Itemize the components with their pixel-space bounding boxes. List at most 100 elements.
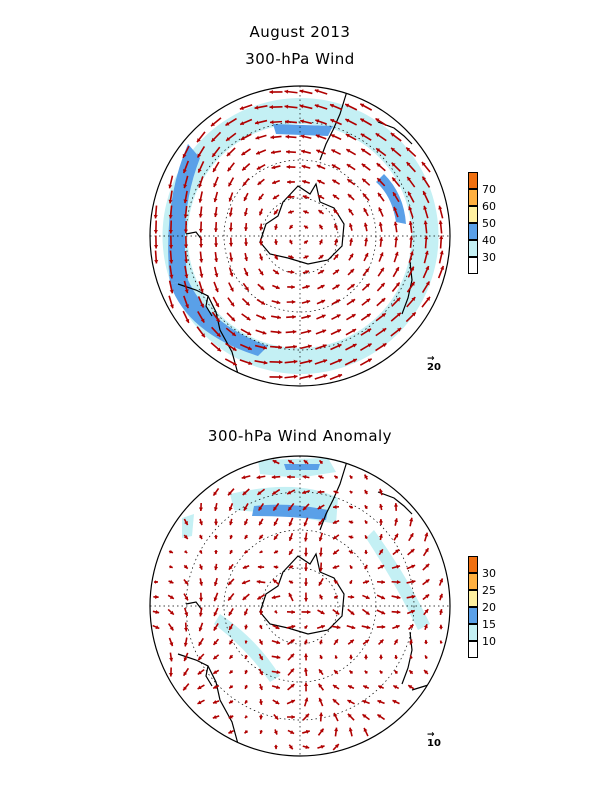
wind-arrowhead — [259, 211, 263, 216]
wind-arrowhead — [243, 196, 248, 201]
wind-arrowhead — [317, 195, 322, 199]
wind-arrowhead — [229, 287, 234, 292]
wind-arrowhead — [244, 549, 248, 554]
wind-arrowhead — [154, 259, 159, 264]
wind-arrowhead — [225, 121, 230, 126]
wind-arrowhead — [364, 549, 368, 554]
wind-arrowhead — [258, 241, 264, 246]
wind-arrowhead — [231, 332, 236, 336]
wind-arrowhead — [285, 134, 290, 139]
wind-arrowhead — [263, 360, 268, 365]
wind-arrowhead — [288, 580, 293, 585]
wind-arrowhead — [200, 303, 204, 308]
wind-arrowhead — [184, 627, 189, 632]
wind-speed-shading — [162, 98, 439, 374]
wind-arrowhead — [259, 535, 264, 540]
wind-arrowhead — [198, 507, 204, 511]
wind-arrowhead — [410, 549, 415, 553]
wind-arrowhead — [155, 625, 160, 629]
wind-arrowhead — [375, 133, 380, 138]
wind-arrowhead — [408, 221, 413, 225]
wind-arrowhead — [347, 179, 352, 183]
wind-arrowhead — [169, 289, 174, 294]
wind-arrowhead — [240, 136, 245, 140]
wind-arrowhead — [347, 699, 352, 704]
legend-label: 40 — [482, 234, 496, 247]
wind-arrowhead — [183, 686, 187, 691]
wind-arrowhead — [317, 505, 322, 509]
wind-arrowhead — [317, 179, 322, 184]
wind-arrowhead — [337, 344, 342, 348]
wind-arrowhead — [228, 596, 232, 601]
wind-arrowhead — [330, 103, 334, 108]
wind-arrowhead — [214, 566, 219, 571]
wind-arrowhead — [290, 699, 295, 704]
wind-arrowhead — [334, 639, 338, 644]
wind-arrowhead — [239, 106, 244, 110]
wind-arrowhead — [244, 670, 249, 675]
wind-arrowhead — [425, 579, 430, 584]
legend-swatch — [468, 573, 478, 590]
wind-arrowhead — [183, 657, 188, 662]
wind-arrowhead — [198, 198, 203, 203]
wind-arrowhead — [198, 641, 203, 646]
wind-arrowhead — [169, 610, 174, 615]
wind-arrowhead — [228, 506, 233, 511]
wind-arrowhead — [185, 318, 190, 323]
legend-label: 70 — [482, 183, 496, 196]
legend-label: 25 — [482, 584, 496, 597]
wind-arrowhead — [184, 289, 189, 294]
wind-arrowhead — [213, 581, 218, 586]
wind-arrowhead — [247, 331, 252, 335]
wind-arrowhead — [365, 268, 369, 273]
legend-label: 60 — [482, 200, 496, 213]
wind-map — [149, 85, 451, 387]
wind-arrowhead — [409, 517, 414, 522]
wind-arrowhead — [348, 580, 353, 584]
wind-arrowhead — [288, 536, 293, 541]
wind-arrowhead — [333, 550, 338, 555]
wind-arrowhead — [306, 314, 311, 319]
wind-arrowhead — [347, 713, 352, 718]
wind-arrowhead — [318, 475, 323, 480]
wind-arrowhead — [320, 624, 325, 629]
wind-arrowhead — [288, 460, 293, 464]
wind-arrowhead — [229, 257, 234, 262]
wind-arrowhead — [287, 490, 292, 495]
wind-arrowhead — [321, 299, 326, 304]
wind-arrowhead — [305, 270, 310, 275]
wind-arrowhead — [350, 269, 354, 273]
wind-arrowhead — [300, 119, 305, 124]
wind-arrowhead — [349, 238, 354, 243]
wind-arrowhead — [382, 343, 387, 348]
wind-arrowhead — [392, 699, 397, 704]
wind-arrowhead — [364, 535, 369, 539]
wind-arrowhead — [345, 134, 350, 138]
wind-arrowhead — [348, 550, 353, 555]
wind-arrowhead — [257, 564, 262, 570]
wind-arrowhead — [319, 669, 323, 674]
wind-arrowhead — [184, 596, 189, 601]
wind-arrowhead — [362, 193, 367, 198]
wind-arrowhead — [396, 595, 401, 600]
wind-arrowhead — [243, 506, 248, 511]
wind-arrowhead — [228, 197, 233, 202]
wind-arrowhead — [423, 624, 428, 629]
wind-arrowhead — [197, 685, 202, 690]
wind-arrowhead — [363, 222, 368, 227]
wind-arrowhead — [226, 137, 231, 141]
wind-arrowhead — [393, 192, 397, 197]
wind-arrowhead — [169, 549, 173, 554]
wind-arrowhead — [246, 316, 251, 321]
wind-arrowhead — [168, 229, 173, 234]
wind-arrowhead — [379, 549, 383, 554]
wind-arrowhead — [305, 713, 309, 718]
wind-arrowhead — [379, 654, 384, 659]
wind-arrowhead — [352, 343, 357, 348]
wind-arrowhead — [361, 148, 366, 153]
wind-arrowhead — [352, 329, 357, 333]
wind-arrowhead — [364, 670, 368, 674]
wind-arrowhead — [306, 299, 311, 304]
wind-arrowhead — [244, 640, 248, 644]
wind-arrowhead — [276, 685, 280, 690]
